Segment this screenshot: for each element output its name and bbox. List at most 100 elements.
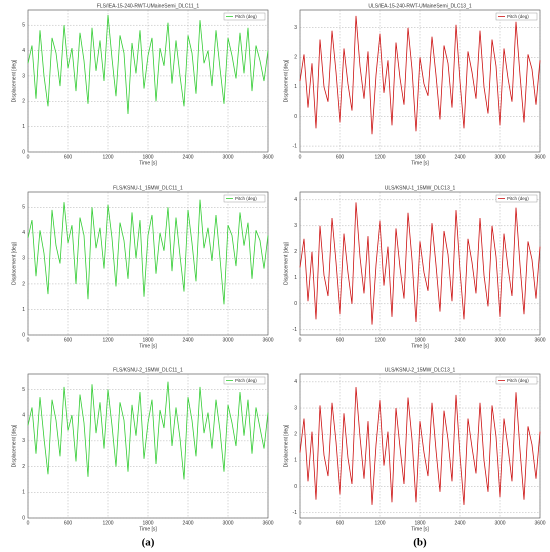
- y-tick-label: 3: [22, 256, 25, 262]
- y-tick-label: 0: [294, 301, 297, 307]
- x-tick-label: 600: [336, 520, 345, 526]
- legend-label: Pitch (deg): [235, 196, 257, 201]
- x-tick-label: 3600: [262, 154, 273, 160]
- y-tick-label: 5: [22, 387, 25, 393]
- x-tick-label: 600: [336, 154, 345, 160]
- legend-box: [223, 12, 266, 21]
- y-axis-label: Displacement [deg]: [11, 241, 17, 284]
- x-axis-label: Time [s]: [411, 160, 429, 166]
- x-tick-label: 1200: [374, 520, 385, 526]
- y-tick-label: -1: [293, 143, 298, 149]
- y-tick-label: -1: [293, 327, 298, 333]
- x-axis-label: Time [s]: [139, 343, 157, 349]
- chart-title: FLS/KSNU-1_15MW_DLC11_1: [113, 185, 183, 191]
- x-tick-label: 0: [27, 520, 30, 526]
- y-axis-label: Displacement [deg]: [283, 241, 289, 284]
- x-tick-label: 2400: [454, 154, 465, 160]
- legend-box: [495, 194, 538, 203]
- x-tick-label: 3000: [222, 154, 233, 160]
- y-tick-label: 2: [22, 281, 25, 287]
- legend-label: Pitch (deg): [507, 14, 529, 19]
- chart-title: ULS/KSNU-1_15MW_DLC13_1: [385, 185, 456, 191]
- x-tick-label: 2400: [454, 520, 465, 526]
- x-axis-label: Time [s]: [139, 160, 157, 166]
- chart-title: FLS/IEA-15-240-RWT-UMaineSemi_DLC11_1: [97, 3, 200, 9]
- y-tick-label: 1: [22, 490, 25, 496]
- y-tick-label: 3: [294, 25, 297, 31]
- data-line: [299, 387, 541, 505]
- x-tick-label: 2400: [454, 337, 465, 343]
- x-tick-label: 3000: [222, 337, 233, 343]
- y-tick-label: 0: [294, 114, 297, 120]
- x-tick-label: 3600: [534, 337, 545, 343]
- data-line: [27, 15, 269, 114]
- x-tick-label: 2400: [182, 337, 193, 343]
- x-tick-label: 0: [299, 337, 302, 343]
- y-tick-label: 2: [294, 249, 297, 255]
- y-tick-label: 3: [294, 405, 297, 411]
- data-line: [299, 15, 541, 135]
- x-axis-label: Time [s]: [411, 526, 429, 532]
- y-tick-label: 3: [294, 223, 297, 229]
- y-tick-label: 0: [22, 149, 25, 155]
- y-tick-label: 0: [22, 515, 25, 521]
- y-tick-label: 2: [22, 464, 25, 470]
- x-tick-label: 3600: [534, 520, 545, 526]
- x-tick-label: 2400: [182, 520, 193, 526]
- data-line: [27, 199, 269, 305]
- x-tick-label: 3600: [534, 154, 545, 160]
- x-tick-label: 1800: [142, 337, 153, 343]
- chart-title: ULS/KSNU-2_15MW_DLC13_1: [385, 367, 456, 373]
- x-tick-label: 3600: [262, 520, 273, 526]
- y-tick-label: 2: [22, 99, 25, 105]
- data-line: [27, 381, 269, 480]
- legend-label: Pitch (deg): [235, 378, 257, 383]
- y-tick-label: 3: [22, 438, 25, 444]
- y-tick-label: -1: [293, 510, 298, 516]
- data-line: [299, 202, 541, 325]
- x-tick-label: 1800: [414, 154, 425, 160]
- y-axis-label: Displacement [deg]: [11, 59, 17, 102]
- chart-title: ULS/IEA-15-240-RWT-UMaineSemi_DLC13_1: [368, 3, 472, 9]
- x-tick-label: 600: [64, 520, 73, 526]
- y-tick-label: 1: [294, 84, 297, 90]
- y-tick-label: 4: [22, 48, 25, 54]
- x-tick-label: 1800: [414, 337, 425, 343]
- y-tick-label: 4: [294, 379, 297, 385]
- caption: (a): [142, 537, 155, 549]
- y-tick-label: 2: [294, 55, 297, 61]
- x-axis-label: Time [s]: [411, 343, 429, 349]
- y-tick-label: 0: [22, 332, 25, 338]
- x-tick-label: 3000: [494, 337, 505, 343]
- x-tick-label: 2400: [182, 154, 193, 160]
- y-tick-label: 1: [22, 124, 25, 130]
- x-tick-label: 1800: [142, 520, 153, 526]
- y-tick-label: 5: [22, 23, 25, 29]
- y-axis-label: Displacement [deg]: [283, 424, 289, 467]
- x-tick-label: 3000: [494, 154, 505, 160]
- caption: (b): [413, 537, 427, 549]
- y-tick-label: 5: [22, 205, 25, 211]
- x-tick-label: 1800: [142, 154, 153, 160]
- legend-box: [495, 376, 538, 385]
- legend-box: [495, 12, 538, 21]
- x-tick-label: 600: [64, 337, 73, 343]
- chart-title: FLS/KSNU-2_15MW_DLC11_1: [113, 367, 183, 373]
- x-tick-label: 600: [336, 337, 345, 343]
- x-tick-label: 0: [27, 154, 30, 160]
- y-axis-label: Displacement [deg]: [11, 424, 17, 467]
- y-tick-label: 2: [294, 432, 297, 438]
- legend-label: Pitch (deg): [507, 196, 529, 201]
- y-tick-label: 4: [22, 412, 25, 418]
- x-axis-label: Time [s]: [139, 526, 157, 532]
- y-tick-label: 1: [22, 307, 25, 313]
- x-tick-label: 0: [299, 154, 302, 160]
- y-tick-label: 4: [22, 230, 25, 236]
- y-tick-label: 3: [22, 73, 25, 79]
- y-tick-label: 4: [294, 197, 297, 203]
- x-tick-label: 1800: [414, 520, 425, 526]
- x-tick-label: 0: [27, 337, 30, 343]
- x-tick-label: 3600: [262, 337, 273, 343]
- x-tick-label: 1200: [374, 154, 385, 160]
- x-tick-label: 600: [64, 154, 73, 160]
